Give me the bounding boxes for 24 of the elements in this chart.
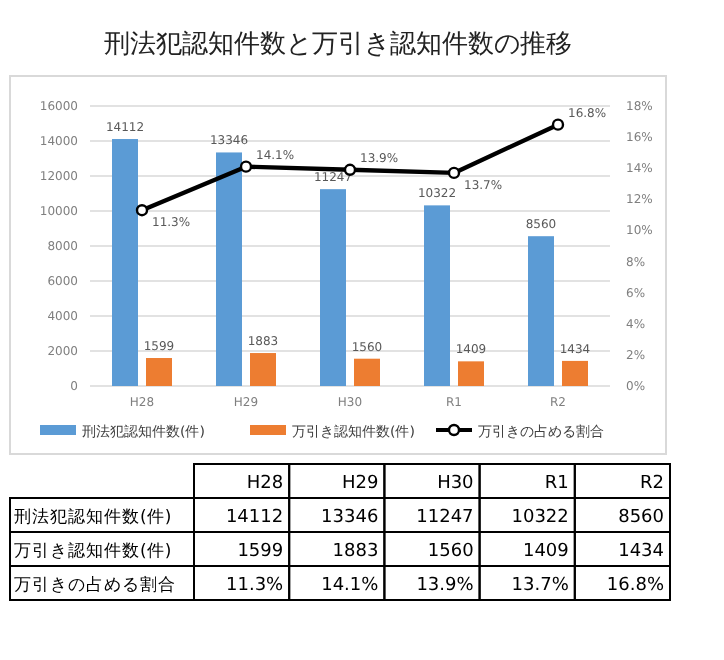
text: 1883 bbox=[332, 542, 379, 562]
text: 14112 bbox=[225, 508, 284, 528]
category-label: H30 bbox=[437, 474, 474, 494]
text: 刑法犯認知件数(件) bbox=[14, 508, 172, 528]
text: 1560 bbox=[427, 542, 474, 562]
text: 万引きの占める割合 bbox=[14, 576, 176, 596]
text: 13346 bbox=[321, 508, 379, 528]
text: 11.3% bbox=[226, 576, 284, 596]
text: 11247 bbox=[416, 508, 474, 528]
text: 13.9% bbox=[416, 576, 474, 596]
text: 1434 bbox=[618, 542, 664, 562]
category-label: R1 bbox=[544, 474, 569, 494]
chart-title: 刑法犯認知件数と万引き認知件数の推移 bbox=[104, 30, 572, 60]
category-label: H29 bbox=[341, 474, 379, 494]
text: 万引き認知件数(件) bbox=[14, 542, 172, 562]
text: 16.8% bbox=[606, 576, 664, 596]
text: 13.7% bbox=[511, 576, 569, 596]
text: 1599 bbox=[237, 542, 284, 562]
text: 1409 bbox=[522, 542, 569, 562]
category-label: H28 bbox=[246, 474, 284, 494]
text: 8560 bbox=[618, 508, 664, 528]
category-label: R2 bbox=[640, 474, 664, 494]
text: 14.1% bbox=[321, 576, 379, 596]
text: 10322 bbox=[511, 508, 569, 528]
